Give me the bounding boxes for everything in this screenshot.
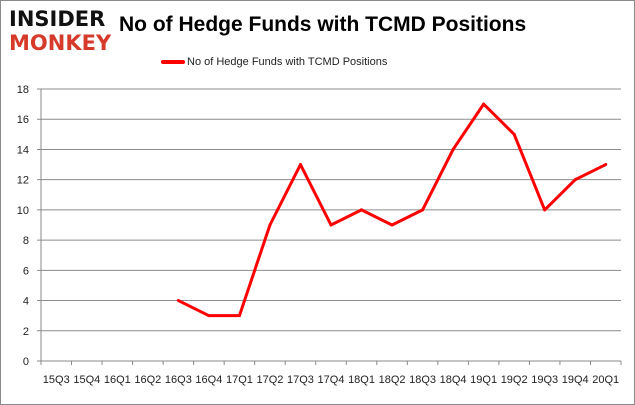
x-tick-label: 17Q2 (256, 374, 283, 386)
data-point (482, 102, 486, 106)
legend: No of Hedge Funds with TCMD Positions (161, 56, 387, 68)
x-tick-label: 16Q4 (195, 374, 222, 386)
y-tick-label: 12 (17, 175, 29, 187)
data-point (237, 314, 241, 318)
x-tick-label: 15Q3 (43, 374, 70, 386)
x-tick-label: 18Q4 (440, 374, 467, 386)
y-tick-label: 2 (23, 326, 29, 338)
data-point (390, 223, 394, 227)
data-point (329, 223, 333, 227)
data-point (451, 147, 455, 151)
data-point (573, 178, 577, 182)
y-tick-label: 18 (17, 84, 29, 96)
x-tick-label: 20Q1 (592, 374, 619, 386)
logo-line2: MONKEY (9, 31, 112, 55)
y-tick-label: 8 (23, 235, 29, 247)
y-tick-label: 16 (17, 114, 29, 126)
x-tick-label: 19Q4 (562, 374, 589, 386)
x-tick-label: 19Q3 (531, 374, 558, 386)
x-tick-label: 15Q4 (73, 374, 100, 386)
y-tick-label: 6 (23, 265, 29, 277)
data-point (543, 208, 547, 212)
x-tick-label: 16Q3 (165, 374, 192, 386)
logo-line1: INSIDER (9, 7, 106, 31)
x-tick-label: 18Q3 (409, 374, 436, 386)
data-point (176, 299, 180, 303)
data-point (268, 223, 272, 227)
data-point (604, 163, 608, 167)
x-tick-label: 17Q3 (287, 374, 314, 386)
data-point (207, 314, 211, 318)
x-tick-label: 17Q1 (226, 374, 253, 386)
x-tick-label: 18Q1 (348, 374, 375, 386)
x-tick-label: 16Q1 (104, 374, 131, 386)
y-tick-label: 0 (23, 356, 29, 368)
data-point (512, 132, 516, 136)
legend-label: No of Hedge Funds with TCMD Positions (187, 56, 388, 68)
legend-swatch (161, 60, 185, 64)
x-tick-label: 19Q2 (501, 374, 528, 386)
x-tick-label: 18Q2 (379, 374, 406, 386)
x-tick-label: 19Q1 (470, 374, 497, 386)
y-tick-label: 14 (17, 144, 29, 156)
chart-title: No of Hedge Funds with TCMD Positions (119, 13, 527, 36)
data-point (421, 208, 425, 212)
data-point (298, 163, 302, 167)
data-point (360, 208, 364, 212)
y-tick-label: 4 (23, 296, 29, 308)
x-tick-label: 17Q4 (318, 374, 345, 386)
x-tick-label: 16Q2 (134, 374, 161, 386)
insider-monkey-logo: INSIDER MONKEY (9, 7, 117, 55)
y-tick-label: 10 (17, 205, 29, 217)
